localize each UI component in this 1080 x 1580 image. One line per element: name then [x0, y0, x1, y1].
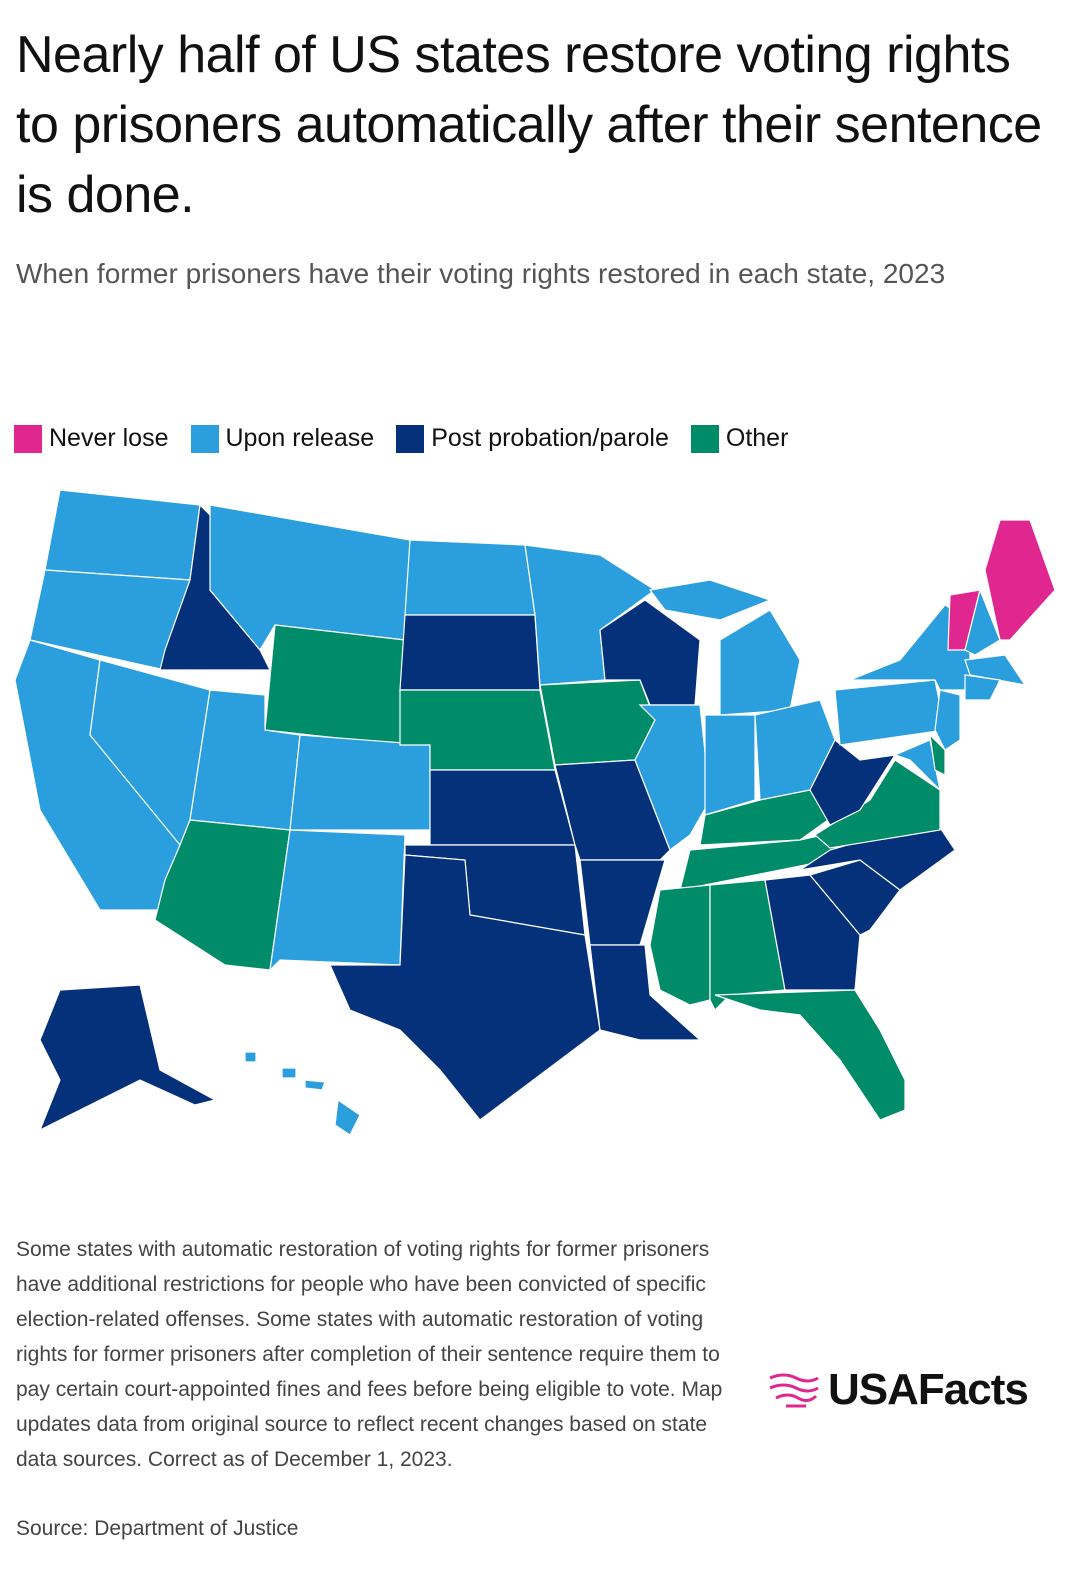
state — [964, 674, 1001, 701]
legend-label: Post probation/parole — [431, 424, 669, 452]
state — [399, 614, 541, 691]
state — [264, 624, 406, 746]
state — [834, 679, 946, 746]
source: Source: Department of Justice — [16, 1517, 299, 1540]
state — [304, 1079, 326, 1091]
legend-swatch — [396, 424, 425, 453]
logo: USAFacts — [766, 1365, 1029, 1415]
state — [704, 714, 756, 816]
state — [269, 829, 406, 972]
legend-label: Never lose — [49, 424, 169, 452]
state — [38, 984, 217, 1132]
state — [714, 989, 906, 1121]
state — [289, 734, 431, 831]
subtitle: When former prisoners have their voting … — [16, 258, 946, 289]
state — [404, 539, 536, 616]
legend-item: Never lose — [14, 424, 169, 453]
us-map — [14, 489, 1056, 1136]
state — [334, 1098, 361, 1136]
state — [849, 604, 971, 691]
state — [984, 519, 1056, 641]
state — [799, 819, 956, 891]
logo-text: USAFacts — [828, 1365, 1029, 1414]
state — [244, 1051, 257, 1063]
state — [429, 769, 576, 846]
title: Nearly half of US states restore voting … — [16, 26, 1042, 224]
legend: Never lose Upon release Post probation/par… — [14, 424, 788, 453]
footnote: Some states with automatic restoration o… — [16, 1238, 723, 1471]
state — [934, 689, 961, 751]
legend-item: Upon release — [190, 424, 375, 453]
state — [539, 679, 656, 766]
state — [649, 884, 711, 1006]
legend-item: Post probation/parole — [396, 424, 669, 453]
state — [719, 609, 801, 716]
state — [44, 489, 201, 581]
state — [808, 859, 901, 936]
state — [764, 874, 861, 991]
state — [634, 704, 711, 851]
legend-swatch — [190, 424, 219, 453]
legend-item: Other — [690, 424, 789, 453]
legend-swatch — [690, 424, 719, 453]
logo-icon — [769, 1373, 819, 1408]
legend-label: Other — [725, 424, 789, 452]
state — [964, 588, 1001, 656]
state — [648, 579, 772, 621]
state — [964, 654, 1027, 686]
legend-label: Upon release — [225, 424, 375, 452]
state — [329, 854, 601, 1121]
state — [281, 1067, 297, 1079]
state — [893, 739, 941, 792]
legend-swatch — [14, 424, 42, 453]
state — [929, 733, 946, 776]
state — [589, 944, 702, 1041]
